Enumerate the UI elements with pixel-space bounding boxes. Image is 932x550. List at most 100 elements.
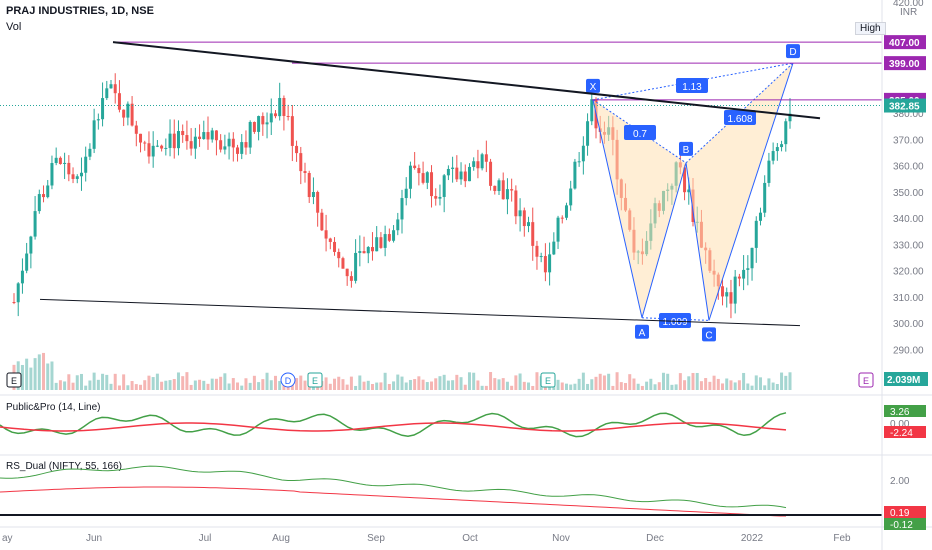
price-tick-label: 380.00 [893, 109, 924, 120]
volume-bar [71, 382, 75, 390]
volume-bar [379, 382, 383, 390]
candle-body [396, 219, 400, 231]
candle-body [164, 147, 168, 149]
volume-bar [746, 383, 750, 390]
candle-body [413, 165, 417, 169]
candle-body [16, 283, 20, 303]
volume-bar [699, 381, 703, 390]
candle-body [63, 162, 67, 164]
volume-bar [607, 373, 611, 390]
volume-bar [109, 383, 113, 390]
volume-bar [518, 373, 522, 390]
volume-bar [784, 375, 788, 390]
candle-body [92, 120, 96, 149]
pattern-point-x [586, 78, 600, 93]
pattern-ratio-box [724, 110, 756, 125]
volume-bar [341, 379, 345, 390]
candle-body [733, 276, 737, 304]
candle-body [101, 98, 105, 120]
candle-body [527, 222, 531, 227]
indicator-title: RS_Dual (NIFTY, 55, 166) [6, 461, 122, 472]
indicator-value: 2.00 [890, 476, 910, 487]
candle-body [497, 180, 501, 191]
candle-body [269, 113, 273, 123]
candle-body [489, 161, 493, 186]
candle-body [67, 162, 71, 175]
candle-body [252, 122, 256, 132]
candle-body [754, 220, 758, 248]
candle-body [316, 192, 320, 213]
candle-body [586, 121, 590, 146]
symbol-title[interactable]: PRAJ INDUSTRIES, 1D, NSE [6, 5, 154, 17]
time-tick-label: 2022 [741, 533, 764, 544]
volume-bar [278, 381, 282, 390]
volume-bar [122, 374, 126, 390]
volume-bar [510, 385, 514, 390]
volume-bar [628, 374, 632, 390]
candle-body [88, 148, 92, 157]
volume-bar [206, 383, 210, 390]
candle-body [12, 302, 16, 303]
candle-body [784, 121, 788, 145]
candle-body [780, 144, 784, 148]
candle-body [683, 167, 687, 193]
time-tick-label: Sep [367, 533, 385, 544]
volume-bar [413, 379, 417, 390]
pattern-ratio-box [659, 313, 691, 328]
volume-bar [193, 380, 197, 390]
volume-bar [240, 385, 244, 390]
volume-bar [737, 380, 741, 390]
volume-bar [489, 372, 493, 390]
volume-bar [20, 364, 24, 390]
candle-body [113, 84, 117, 94]
candle-body [151, 145, 155, 157]
volume-bar [219, 376, 223, 390]
candle-body [273, 113, 277, 117]
volume-bar [527, 382, 531, 390]
candle-body [25, 253, 29, 271]
candle-body [514, 190, 518, 217]
high-badge[interactable]: High [855, 22, 886, 35]
candle-body [434, 196, 438, 199]
volume-bar [771, 382, 775, 390]
volume-bar [763, 385, 767, 390]
volume-bar [126, 385, 130, 390]
volume-bar [687, 376, 691, 390]
volume-bar [480, 385, 484, 390]
volume-bar [674, 384, 678, 390]
candle-body [299, 153, 303, 172]
volume-bar [117, 385, 121, 390]
volume-bar [160, 381, 164, 390]
volume-bar [337, 376, 341, 390]
price-tick-label: 310.00 [893, 293, 924, 304]
pattern-point-label: A [639, 328, 646, 339]
volume-bar [29, 367, 33, 390]
candle-body [139, 133, 143, 143]
price-tick-label: 360.00 [893, 162, 924, 173]
volume-bar [130, 381, 134, 390]
candle-body [729, 292, 733, 304]
candle-body [758, 212, 762, 221]
volume-bar [383, 372, 387, 390]
pattern-point-a [635, 324, 649, 339]
candle-body [581, 145, 585, 162]
time-tick-label: ay [2, 533, 13, 544]
volume-bar [573, 383, 577, 390]
candle-body [535, 245, 539, 257]
candle-body [505, 189, 509, 200]
candle-body [442, 175, 446, 197]
candle-body [307, 172, 311, 198]
volume-bar [88, 380, 92, 390]
volume-bar [265, 372, 269, 390]
volume-bar [244, 378, 248, 390]
indicator-line-green [0, 465, 787, 509]
volume-bar [79, 373, 83, 390]
volume-bar [176, 372, 180, 390]
candle-body [324, 230, 328, 239]
volume-bar [236, 382, 240, 390]
price-tick-label: 350.00 [893, 188, 924, 199]
pattern-point-b [679, 141, 693, 156]
candle-body [548, 254, 552, 273]
volume-bar [261, 379, 265, 390]
